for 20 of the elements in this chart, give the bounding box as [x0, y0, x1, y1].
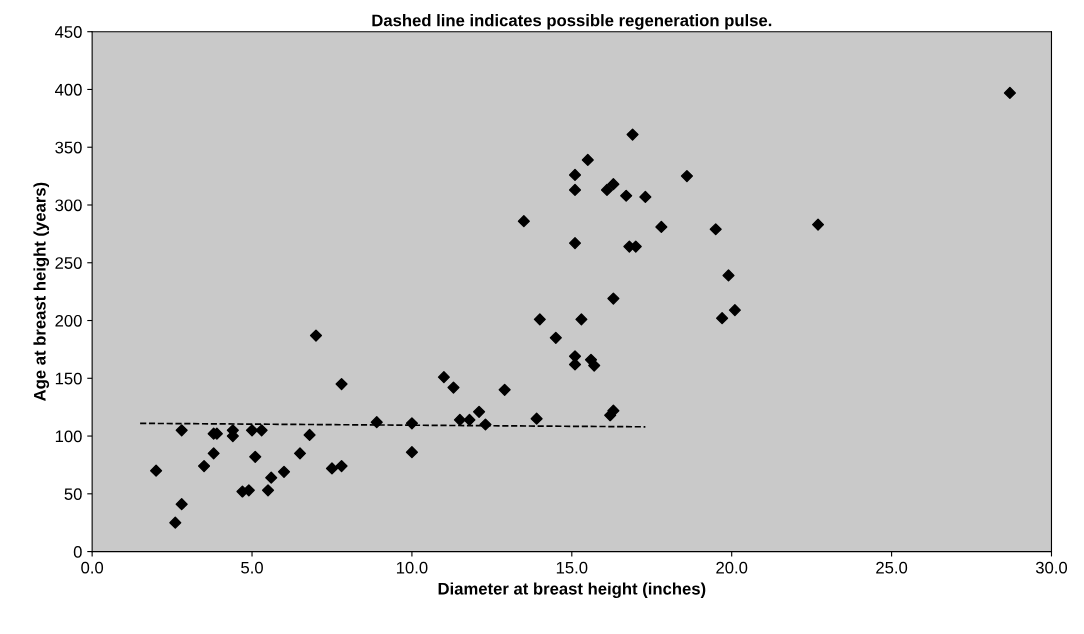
x-tick-label: 10.0 [396, 561, 428, 574]
y-tick-label: 0 [73, 545, 82, 558]
x-tick-label: 5.0 [241, 561, 263, 574]
chart-title: Dashed line indicates possible regeneration pulse. [372, 14, 772, 30]
x-tick-label: 15.0 [556, 561, 588, 574]
y-tick-label: 200 [55, 314, 82, 327]
x-tick-label: 0.0 [81, 561, 104, 574]
x-tick-label: 20.0 [716, 561, 748, 574]
x-tick-label: 25.0 [876, 561, 908, 574]
y-tick-label: 300 [55, 199, 82, 212]
y-tick-label: 50 [64, 488, 82, 501]
y-tick-label: 150 [55, 372, 82, 385]
x-axis-title: Diameter at breast height (inches) [438, 582, 706, 598]
y-tick-label: 100 [55, 430, 82, 443]
y-tick-label: 400 [55, 83, 82, 96]
y-tick-label: 250 [55, 257, 82, 269]
y-tick-label: 450 [55, 26, 82, 38]
y-tick-label: 350 [55, 141, 82, 154]
x-tick-label: 30.0 [1035, 561, 1068, 574]
y-axis-title: Age at breast height (years) [33, 182, 50, 401]
